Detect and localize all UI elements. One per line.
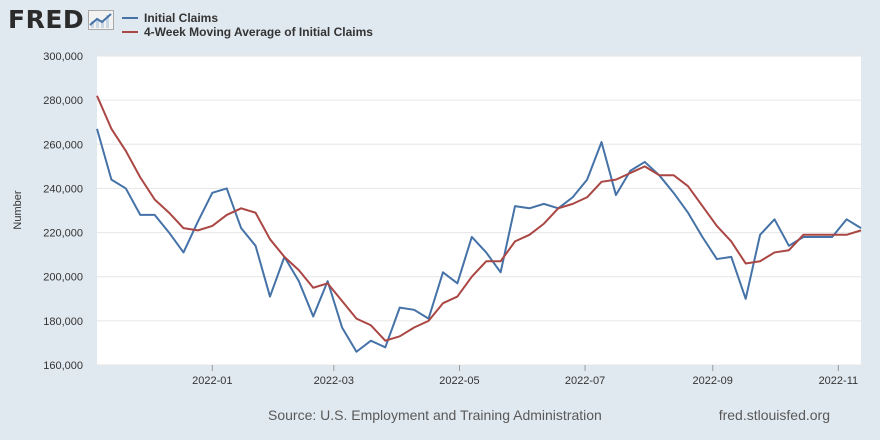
legend-label: 4-Week Moving Average of Initial Claims	[144, 25, 373, 39]
y-tick-label: 180,000	[43, 316, 83, 328]
legend-swatch	[122, 17, 138, 19]
chart-legend: Initial Claims 4-Week Moving Average of …	[122, 11, 373, 39]
legend-item-initial-claims[interactable]: Initial Claims	[122, 11, 373, 25]
legend-item-moving-average[interactable]: 4-Week Moving Average of Initial Claims	[122, 25, 373, 39]
site-link[interactable]: fred.stlouisfed.org	[718, 407, 830, 423]
y-axis-ticks: 160,000 180,000 200,000 220,000 240,000 260,0…	[43, 51, 83, 372]
y-tick-label: 160,000	[43, 360, 83, 372]
header: FRED Initial Claims 4-Week Moving Averag…	[0, 0, 880, 50]
plot-area	[97, 56, 861, 365]
series-lines	[96, 95, 862, 353]
x-tick-label: 2022-11	[819, 375, 859, 387]
x-tick-label: 2022-03	[314, 375, 354, 387]
y-tick-label: 220,000	[43, 228, 83, 240]
x-tick-label: 2022-07	[565, 375, 605, 387]
fred-logo[interactable]: FRED	[8, 5, 115, 34]
trend-chart-icon	[88, 10, 115, 30]
x-tick-label: 2022-05	[439, 375, 479, 387]
x-axis-ticks: 2022-01 2022-03 2022-05 2022-07 2022-09 2022-…	[192, 365, 858, 387]
source-note: Source: U.S. Employment and Training Adm…	[268, 407, 602, 423]
x-tick-label: 2022-09	[693, 375, 733, 387]
y-tick-label: 280,000	[43, 95, 83, 107]
y-tick-label: 300,000	[43, 51, 83, 63]
y-tick-label: 240,000	[43, 183, 83, 195]
legend-swatch	[122, 31, 138, 33]
logo-text: FRED	[8, 5, 85, 34]
y-tick-label: 200,000	[43, 272, 83, 284]
y-tick-label: 260,000	[43, 139, 83, 151]
series-moving-average-line	[96, 95, 862, 342]
x-tick-label: 2022-01	[192, 375, 232, 387]
series-initial-claims-line	[96, 128, 862, 353]
legend-label: Initial Claims	[144, 11, 219, 25]
